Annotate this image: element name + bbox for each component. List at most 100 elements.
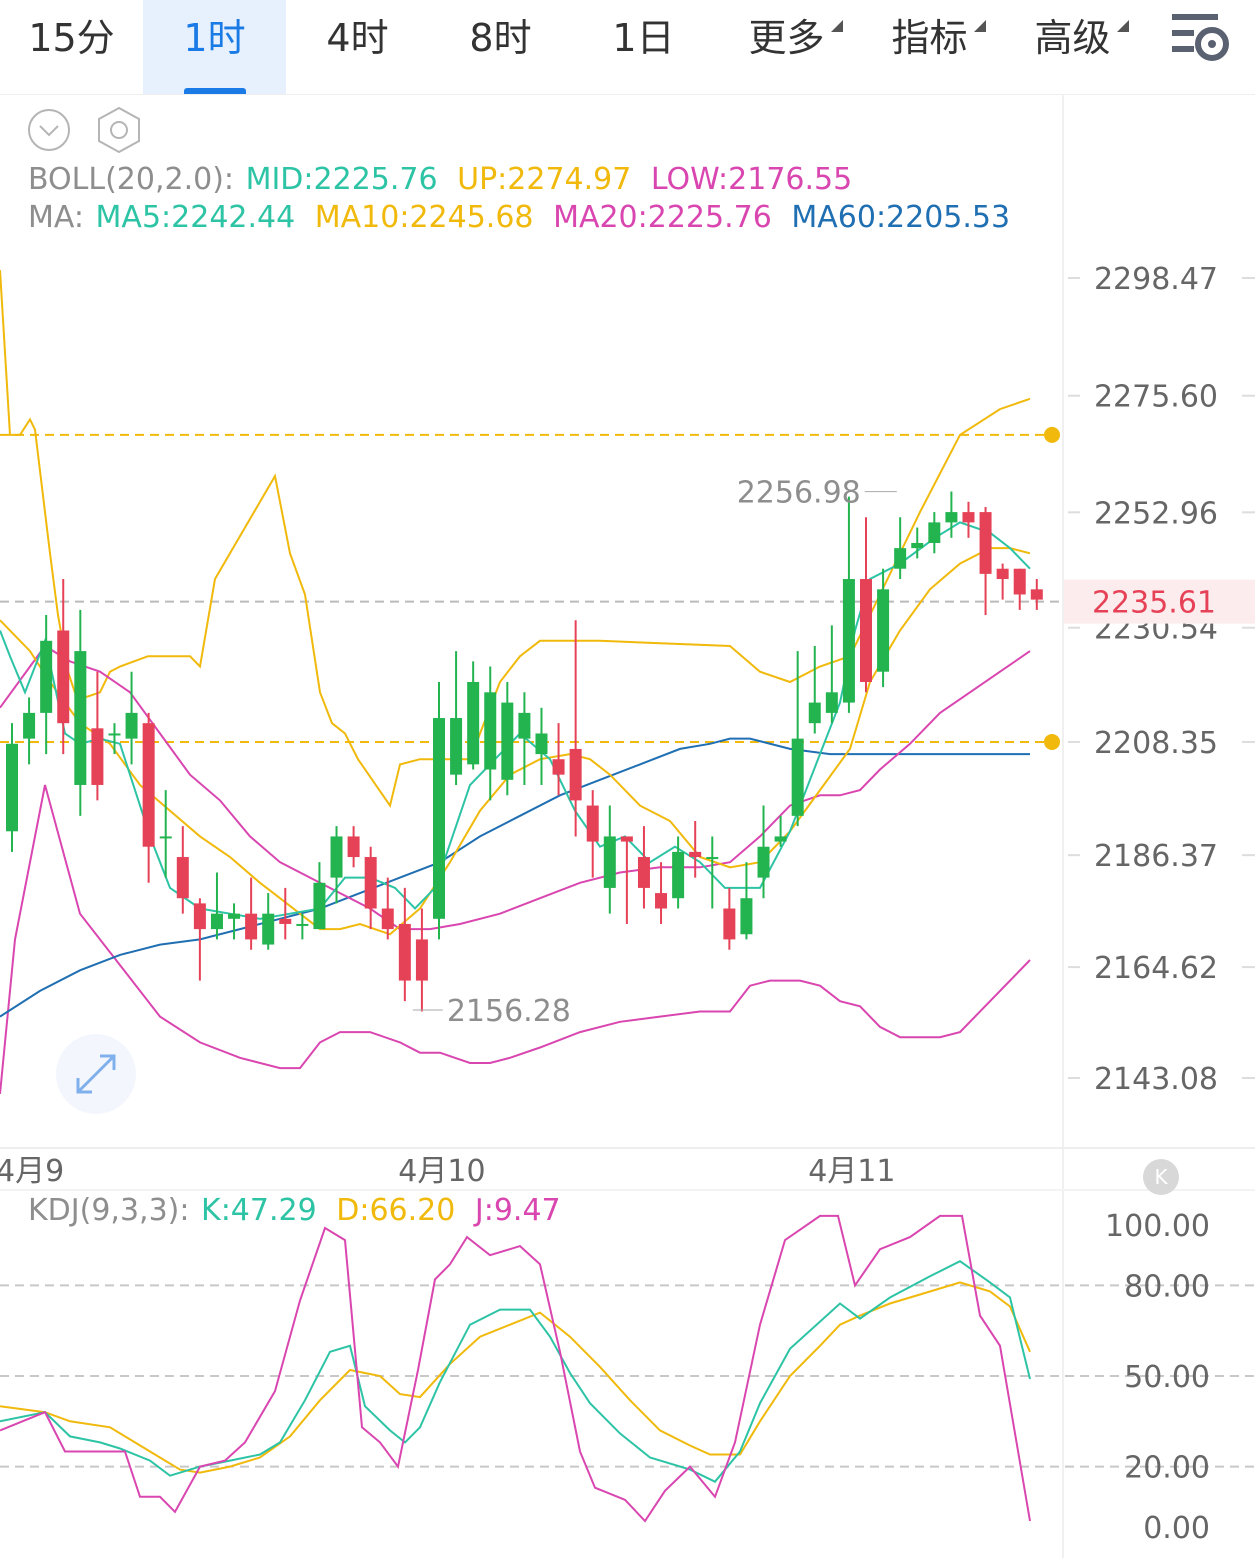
candle-body bbox=[108, 733, 121, 736]
tab-1[interactable]: 1时 bbox=[143, 0, 286, 94]
candle-body bbox=[415, 939, 428, 981]
candle-body bbox=[569, 748, 582, 801]
ma5-value: MA5:2242.44 bbox=[95, 200, 296, 235]
ma60-value: MA60:2205.53 bbox=[791, 200, 1011, 235]
candle-body bbox=[210, 913, 223, 930]
active-tab-indicator bbox=[183, 88, 246, 94]
candle-body bbox=[586, 805, 599, 842]
candle-body bbox=[74, 651, 87, 785]
k-line-badge-icon[interactable]: K bbox=[1141, 1157, 1181, 1197]
candle-body bbox=[313, 882, 326, 930]
candle-body bbox=[757, 846, 770, 878]
candle-body bbox=[808, 702, 821, 724]
date-axis-label: 4月9 bbox=[0, 1154, 64, 1189]
candle-body bbox=[193, 903, 206, 930]
price-axis-label: 2186.37 bbox=[1094, 839, 1218, 874]
svg-text:K: K bbox=[1154, 1165, 1168, 1189]
kdj-k-line bbox=[0, 1260, 1031, 1483]
kdj-j: J:9.47 bbox=[474, 1193, 561, 1228]
tab-5[interactable]: 更多 bbox=[715, 0, 858, 94]
price-axis-label: 2164.62 bbox=[1094, 951, 1218, 986]
tab-label: 15分 bbox=[28, 16, 115, 60]
kdj-k: K:47.29 bbox=[201, 1193, 317, 1228]
candle-body bbox=[501, 702, 514, 780]
date-axis-label: 4月10 bbox=[398, 1154, 485, 1189]
boll-mid: MID:2225.76 bbox=[245, 162, 438, 197]
dropdown-triangle-icon bbox=[1116, 20, 1129, 32]
candle-body bbox=[142, 723, 155, 847]
tab-6[interactable]: 指标 bbox=[858, 0, 1001, 94]
price-axis-label: 2143.08 bbox=[1094, 1062, 1218, 1097]
tab-label: 1日 bbox=[612, 16, 675, 60]
candle-body bbox=[774, 836, 787, 842]
candle-body bbox=[723, 908, 736, 940]
kdj-axis-label: 0.00 bbox=[1143, 1511, 1210, 1546]
indicator-settings-icon[interactable] bbox=[94, 105, 144, 153]
candle-body bbox=[518, 712, 531, 739]
candle-body bbox=[740, 898, 753, 935]
candle-body bbox=[245, 913, 258, 940]
kdj-legend: KDJ(9,3,3): K:47.29 D:66.20 J:9.47 bbox=[28, 1193, 571, 1228]
price-axis-label: 2208.35 bbox=[1094, 726, 1218, 761]
candle-body bbox=[877, 589, 890, 672]
candle-body bbox=[962, 512, 975, 523]
tab-0[interactable]: 15分 bbox=[0, 0, 143, 94]
ma5-line bbox=[0, 521, 1031, 920]
candle-body bbox=[842, 579, 855, 703]
candle-body bbox=[637, 857, 650, 888]
candle-body bbox=[689, 851, 702, 858]
candle-body bbox=[40, 640, 53, 713]
ma60-line bbox=[0, 737, 1030, 1018]
candle-body bbox=[364, 857, 377, 909]
tab-4[interactable]: 1日 bbox=[572, 0, 715, 94]
candle-body bbox=[228, 913, 241, 919]
candle-body bbox=[296, 923, 309, 926]
candle-body bbox=[552, 759, 565, 775]
kdj-d: D:66.20 bbox=[336, 1193, 456, 1228]
ma10-value: MA10:2245.68 bbox=[314, 200, 534, 235]
candle-body bbox=[603, 836, 616, 888]
candle-body bbox=[91, 728, 104, 785]
candle-body bbox=[398, 923, 411, 981]
boll-upper-line bbox=[0, 270, 1031, 809]
kdj-d-line bbox=[0, 1281, 1031, 1474]
boll-lower-line bbox=[0, 784, 1031, 1094]
dropdown-triangle-icon bbox=[830, 20, 843, 32]
candle-body bbox=[57, 630, 70, 724]
candle-body bbox=[860, 579, 872, 682]
candle-body bbox=[825, 692, 838, 713]
candle-body bbox=[347, 836, 360, 858]
chart-settings-icon[interactable] bbox=[1168, 10, 1234, 66]
candle-body bbox=[945, 512, 958, 523]
candle-body bbox=[911, 542, 924, 549]
candle-body bbox=[279, 918, 292, 924]
tab-7[interactable]: 高级 bbox=[1001, 0, 1144, 94]
tab-2[interactable]: 4时 bbox=[286, 0, 429, 94]
tab-label: 高级 bbox=[1034, 16, 1129, 60]
boll-legend: BOLL(20,2.0): MID:2225.76 UP:2274.97 LOW… bbox=[28, 162, 862, 197]
candle-body bbox=[467, 681, 480, 765]
price-axis-label: 2252.96 bbox=[1094, 496, 1218, 531]
collapse-chevron-icon[interactable] bbox=[26, 107, 72, 153]
alert-handle bbox=[1044, 426, 1060, 443]
alert-handle bbox=[1044, 733, 1060, 750]
ma20-line bbox=[0, 644, 1031, 931]
timeframe-tabs: 15分 1时 4时 8时 1日 更多 指标 高级 bbox=[0, 0, 1255, 95]
low-annotation: 2156.28 bbox=[447, 994, 571, 1029]
boll-name: BOLL(20,2.0): bbox=[28, 162, 235, 197]
boll-low: LOW:2176.55 bbox=[650, 162, 853, 197]
candle-body bbox=[706, 857, 719, 860]
candle-body bbox=[262, 913, 275, 945]
candle-body bbox=[125, 712, 138, 739]
candle-body bbox=[6, 743, 18, 832]
ma-legend: MA: MA5:2242.44 MA10:2245.68 MA20:2225.7… bbox=[28, 200, 1020, 235]
date-axis-label: 4月11 bbox=[808, 1154, 895, 1189]
candle-body bbox=[979, 512, 992, 574]
candle-body bbox=[381, 908, 394, 930]
tab-3[interactable]: 8时 bbox=[429, 0, 572, 94]
candle-body bbox=[159, 836, 172, 839]
candle-body bbox=[1013, 568, 1026, 595]
fullscreen-expand-icon[interactable] bbox=[54, 1032, 138, 1116]
candle-body bbox=[484, 692, 497, 770]
